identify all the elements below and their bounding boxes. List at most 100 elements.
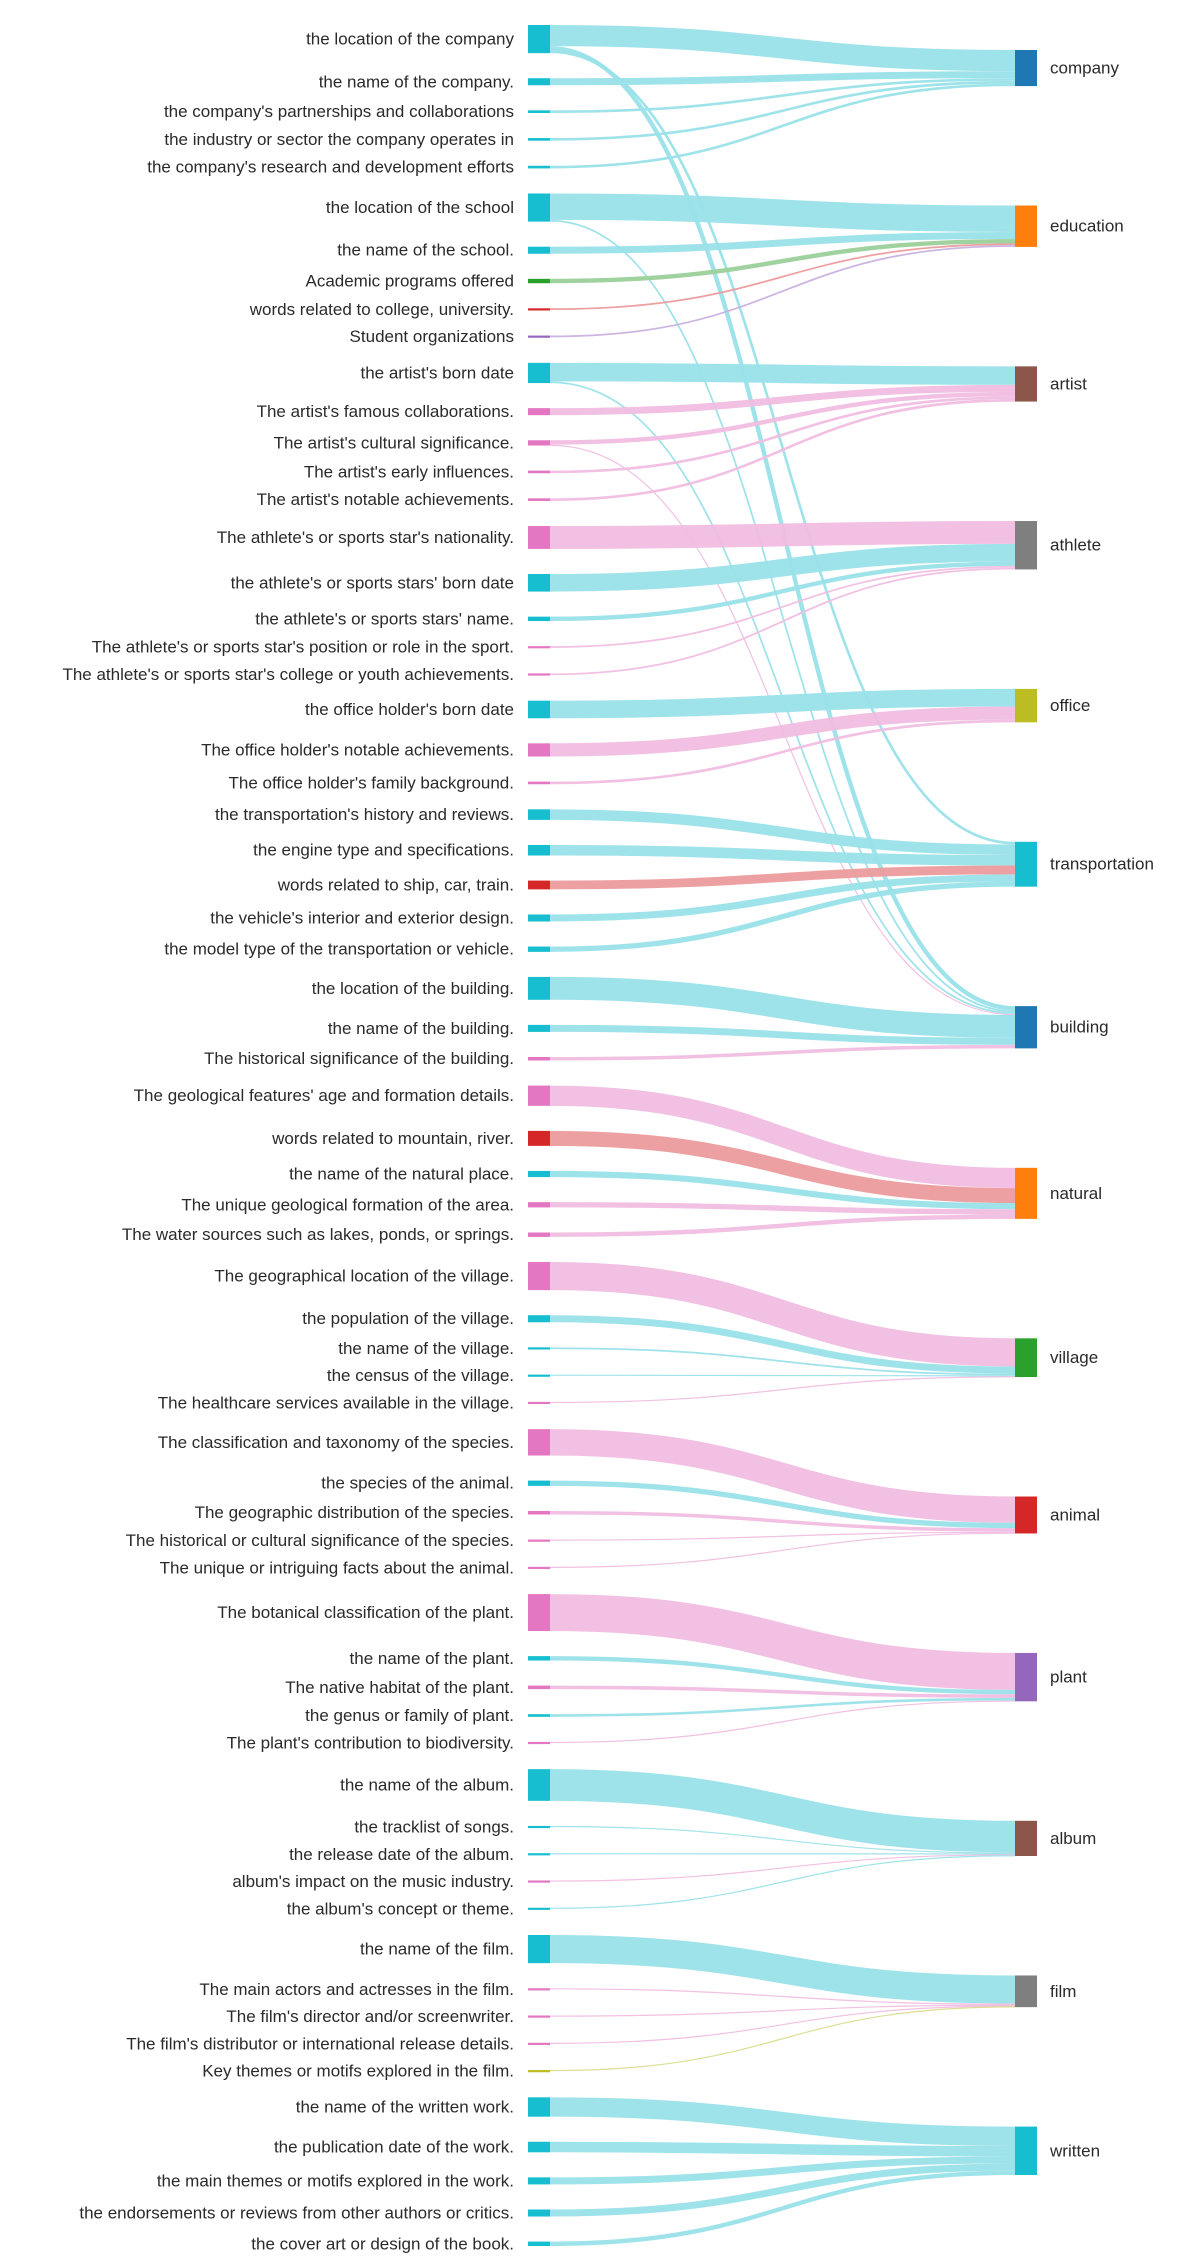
source-label: The native habitat of the plant. <box>285 1678 514 1697</box>
source-bar <box>528 362 550 384</box>
source-node-the-water-sources-such-as-lakes-ponds-or-springs: The water sources such as lakes, ponds, … <box>122 1225 550 1244</box>
source-bar <box>528 1085 550 1106</box>
source-label: The geographical location of the village… <box>214 1267 514 1286</box>
source-bar <box>528 308 550 311</box>
link-words-related-to-college-university-to-education <box>549 243 1016 311</box>
source-bar <box>528 1880 550 1883</box>
source-nodes-layer: the location of the company the name of t… <box>62 25 550 2253</box>
link-the-model-type-of-the-transportation-or-vehicle-to-transportation <box>549 881 1016 952</box>
source-node-the-athlete-s-or-sports-star-s-position-or-role-in: The athlete's or sports star's position … <box>92 638 550 657</box>
source-bar <box>528 110 550 113</box>
source-bar <box>528 1232 550 1237</box>
source-label: the model type of the transportation or … <box>164 940 514 959</box>
link-the-artist-s-born-date-to-artist <box>549 362 1016 385</box>
source-node-the-transportation-s-history-and-reviews: the transportation's history and reviews… <box>215 805 550 824</box>
source-bar <box>528 1825 550 1829</box>
source-bar <box>528 246 550 254</box>
source-bar <box>528 616 550 622</box>
source-bar <box>528 1024 550 1032</box>
target-label: written <box>1049 2141 1100 2160</box>
target-label: animal <box>1050 1505 1100 1524</box>
link-the-unique-or-intriguing-facts-about-the-animal-to-animal <box>549 1532 1016 1569</box>
target-label: company <box>1050 59 1119 78</box>
link-the-vehicle-s-interior-and-exterior-design-to-transportation <box>549 874 1016 922</box>
link-the-company-s-research-and-development-efforts-to-company <box>549 83 1016 169</box>
source-node-album-s-impact-on-the-music-industry: album's impact on the music industry. <box>232 1872 550 1891</box>
link-the-athlete-s-or-sports-star-s-nationality-to-athlete <box>549 521 1016 549</box>
source-node-the-industry-or-sector-the-company-operates-in: the industry or sector the company opera… <box>164 130 550 149</box>
link-the-species-of-the-animal-to-animal <box>549 1480 1016 1529</box>
target-node-animal: animal <box>1015 1496 1100 1534</box>
source-bar <box>528 1202 550 1208</box>
source-label: The athlete's or sports star's position … <box>92 638 514 657</box>
source-label: the name of the natural place. <box>289 1164 514 1183</box>
links-layer <box>549 25 1016 2246</box>
source-bar <box>528 440 550 446</box>
source-bar <box>528 946 550 952</box>
link-the-athlete-s-or-sports-star-s-college-or-youth-ac-to-athlete <box>549 567 1016 676</box>
source-label: The athlete's or sports star's nationali… <box>217 528 514 547</box>
target-node-album: album <box>1015 1820 1096 1856</box>
target-label: athlete <box>1050 536 1101 555</box>
link-the-healthcare-services-available-in-the-village-to-village <box>549 1376 1016 1404</box>
source-bar <box>528 470 550 474</box>
source-node-the-vehicle-s-interior-and-exterior-design: the vehicle's interior and exterior desi… <box>210 908 550 927</box>
target-bar <box>1015 841 1037 887</box>
source-label: the company's research and development e… <box>147 158 514 177</box>
source-label: The classification and taxonomy of the s… <box>158 1433 514 1452</box>
link-the-athlete-s-or-sports-stars-born-date-to-athlete <box>549 543 1016 592</box>
source-node-the-native-habitat-of-the-plant: The native habitat of the plant. <box>285 1678 550 1697</box>
source-label: the album's concept or theme. <box>287 1899 514 1918</box>
source-node-the-unique-or-intriguing-facts-about-the-animal: The unique or intriguing facts about the… <box>160 1558 550 1577</box>
source-bar <box>528 1714 550 1717</box>
source-bar <box>528 25 550 54</box>
source-node-the-name-of-the-company: the name of the company. <box>319 72 550 91</box>
source-bar <box>528 1429 550 1456</box>
source-label: the name of the plant. <box>350 1649 514 1668</box>
source-node-the-cover-art-or-design-of-the-book: the cover art or design of the book. <box>251 2234 550 2253</box>
source-label: The historical significance of the build… <box>204 1049 514 1068</box>
source-bar <box>528 781 550 785</box>
target-label: education <box>1050 217 1124 236</box>
source-bar <box>528 78 550 86</box>
source-label: The artist's notable achievements. <box>257 490 514 509</box>
source-label: the athlete's or sports stars' name. <box>255 609 514 628</box>
source-bar <box>528 408 550 416</box>
link-the-main-themes-or-motifs-explored-in-the-work-to-written <box>549 2156 1016 2185</box>
source-label: the census of the village. <box>327 1366 514 1385</box>
target-bar <box>1015 50 1037 87</box>
source-node-the-geological-features-age-and-formation-details: The geological features' age and formati… <box>134 1085 550 1106</box>
target-label: artist <box>1050 374 1087 393</box>
target-nodes-layer: company education artist athlete office trans… <box>1015 50 1154 2175</box>
link-the-film-s-distributor-or-international-release-de-to-film <box>549 2005 1016 2044</box>
link-the-geographical-location-of-the-village-to-village <box>549 1261 1016 1367</box>
link-the-office-holder-s-born-date-to-office <box>549 688 1016 719</box>
source-label: The main actors and actresses in the fil… <box>199 1980 514 1999</box>
source-bar <box>528 1907 550 1910</box>
source-label: Key themes or motifs explored in the fil… <box>202 2062 514 2081</box>
source-bar <box>528 673 550 676</box>
source-label: the name of the village. <box>338 1339 514 1358</box>
link-the-name-of-the-village-to-village <box>549 1347 1016 1376</box>
source-label: words related to college, university. <box>249 300 514 319</box>
source-label: the location of the building. <box>312 979 514 998</box>
source-bar <box>528 278 550 284</box>
source-bar <box>528 1988 550 1991</box>
source-bar <box>528 335 550 338</box>
target-bar <box>1015 1006 1037 1049</box>
source-bar <box>528 976 550 1000</box>
source-bar <box>528 498 550 501</box>
source-bar <box>528 743 550 757</box>
source-label: the engine type and specifications. <box>253 841 514 860</box>
source-node-the-name-of-the-building: the name of the building. <box>328 1019 550 1038</box>
source-node-the-office-holder-s-born-date: the office holder's born date <box>305 700 550 719</box>
target-node-film: film <box>1015 1975 1076 2008</box>
link-the-office-holder-s-family-background-to-office <box>549 719 1016 785</box>
source-bar <box>528 1853 550 1856</box>
source-label: The artist's early influences. <box>304 462 514 481</box>
source-label: the name of the written work. <box>296 2097 514 2116</box>
target-node-company: company <box>1015 50 1119 87</box>
target-label: building <box>1050 1018 1109 1037</box>
source-node-the-location-of-the-company: the location of the company <box>306 25 550 54</box>
source-node-the-unique-geological-formation-of-the-area: The unique geological formation of the a… <box>181 1195 550 1214</box>
